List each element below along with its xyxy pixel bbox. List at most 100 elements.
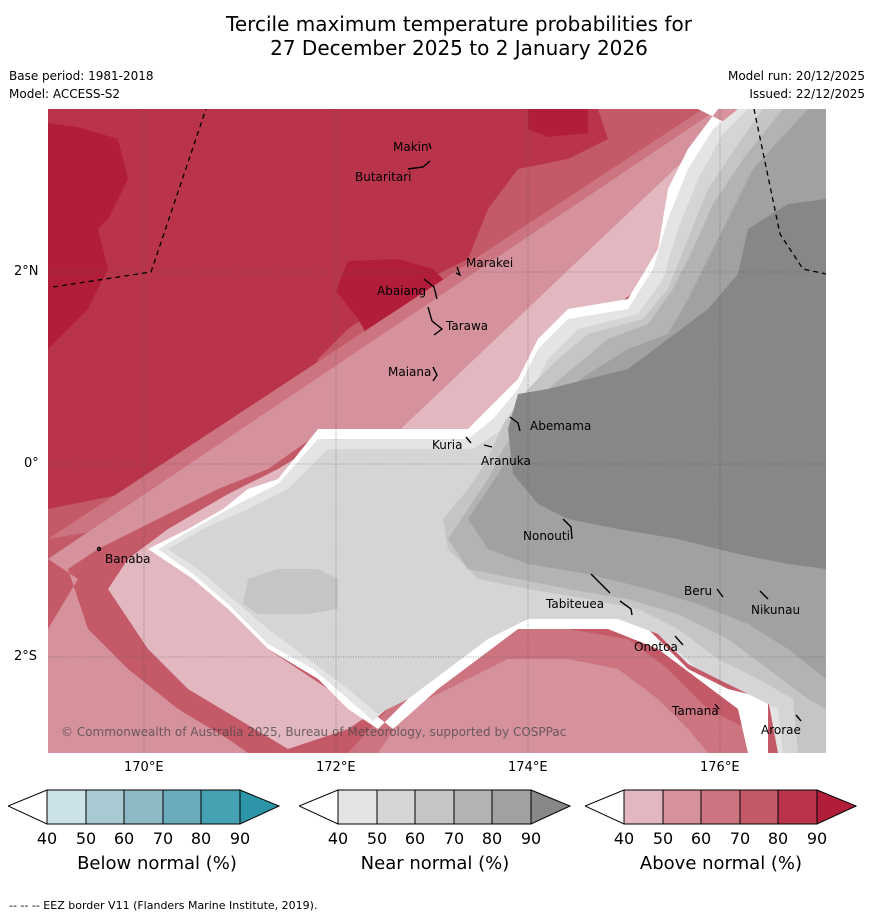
issued-date: Issued: 22/12/2025 [749,87,865,101]
graticule [48,109,826,753]
colorbar-near-tick: 40 [328,829,348,848]
island-banaba [96,546,102,552]
island-nonouti [562,518,573,540]
colorbar-above-title: Above normal (%) [639,853,803,874]
colorbar-below-tick: 50 [76,829,96,848]
island-tabiteuea-north [590,573,611,594]
island-kuria [465,436,472,444]
copyright-notice: © Commonwealth of Australia 2025, Bureau… [61,725,566,739]
island-tamana [714,703,720,710]
colorbar-below-seg-3 [123,789,164,825]
colorbar-near-seg-2 [376,789,416,825]
lat-label-2s: 2°S [14,649,38,664]
region-above-90-north [528,109,588,137]
colorbar-near-tick: 60 [405,829,425,848]
colorbar-above-seg-4 [739,789,779,825]
colorbar-below-seg-4 [162,789,202,825]
colorbar-below-seg-1 [46,789,87,825]
island-abaiang [423,278,438,300]
colorbar-above-tick: 60 [691,829,711,848]
island-tarawa [427,306,444,336]
colorbar-above-tick: 40 [614,829,634,848]
label-arorae: Arorae [761,723,801,737]
label-makin: Makin [393,140,429,154]
island-onotoa [674,635,684,646]
lat-label-0: 0° [24,456,39,471]
island-butaritari [407,160,431,170]
map-title: Tercile maximum temperature probabilitie… [0,12,873,60]
colorbar-above-seg-1 [623,789,664,825]
label-tarawa: Tarawa [445,319,488,333]
colorbar-near-seg-3 [414,789,455,825]
lon-label-174: 174°E [508,760,548,775]
label-marakei: Marakei [466,256,513,270]
model-name: Model: ACCESS-S2 [9,87,121,101]
island-beru [716,588,724,598]
eez-legend-note: -- -- -- EEZ border V11 (Flanders Marine… [9,899,318,912]
label-tamana: Tamana [671,704,719,718]
place-labels: Makin Butaritari Marakei Abaiang Tarawa … [105,140,801,737]
label-kuria: Kuria [432,438,463,452]
label-onotoa: Onotoa [634,640,678,654]
colorbar-below-tick: 70 [153,829,173,848]
colorbar-below-seg-0 [8,789,48,825]
label-abaiang: Abaiang [377,284,426,298]
colorbar-near-seg-0 [299,789,339,825]
colorbar-above-seg-5 [777,789,818,825]
colorbar-below-seg-2 [85,789,125,825]
colorbar-below-tick: 40 [37,829,57,848]
colorbar-near-tick: 80 [482,829,502,848]
label-maiana: Maiana [388,365,431,379]
island-abemama [509,416,521,432]
lon-label-172: 172°E [316,760,356,775]
island-arorae [795,714,802,722]
label-nikunau: Nikunau [751,603,800,617]
lat-label-2n: 2°N [14,264,39,279]
colorbar-above-tick: 70 [730,829,750,848]
label-abemama: Abemama [530,419,591,433]
label-butaritari: Butaritari [355,170,412,184]
title-line-1: Tercile maximum temperature probabilitie… [226,12,692,36]
colorbar-near-seg-1 [337,789,378,825]
colorbar-near-seg-6 [530,789,571,825]
region-above-80 [48,109,608,509]
colorbar-above-tick: 50 [653,829,673,848]
colorbar-near-title: Near normal (%) [360,853,510,874]
meta-left: Base period: 1981-2018 Model: ACCESS-S2 [9,67,154,103]
base-period: Base period: 1981-2018 [9,69,154,83]
label-tabiteuea: Tabiteuea [545,597,604,611]
colorbar-below-tick: 60 [114,829,134,848]
colorbar-near-tick: 50 [367,829,387,848]
colorbar-near: 40 50 60 70 80 90 [299,789,571,848]
colorbar-below-tick: 90 [230,829,250,848]
island-tabiteuea-south [619,600,633,616]
region-above-90-west [48,123,128,349]
colorbar-near-ticks: 40 50 60 70 80 90 [328,829,541,848]
island-aranuka [483,444,493,448]
region-neutral-white [148,109,768,753]
colorbar-near-seg-5 [491,789,532,825]
colorbar-above-tick: 80 [768,829,788,848]
colorbar-below: 40 50 60 70 80 90 [8,789,280,848]
colorbar-near-seg-4 [453,789,493,825]
colorbar-above-ticks: 40 50 60 70 80 90 [614,829,827,848]
eez-border-east [753,109,826,275]
colorbar-near-tick: 70 [444,829,464,848]
colorbar-above: 40 50 60 70 80 90 [585,789,857,848]
island-makin [428,142,432,150]
colorbar-below-tick: 80 [191,829,211,848]
lon-label-170: 170°E [124,760,164,775]
lon-label-176: 176°E [700,760,740,775]
model-run: Model run: 20/12/2025 [727,69,865,83]
colorbar-above-seg-3 [700,789,741,825]
island-nikunau [759,590,769,600]
islands [96,142,802,722]
colorbar-above-seg-2 [662,789,702,825]
colorbar-below-seg-6 [239,789,280,825]
eez-border-west [52,109,207,288]
island-marakei [455,266,462,277]
title-line-2: 27 December 2025 to 2 January 2026 [270,36,648,60]
label-beru: Beru [684,584,712,598]
colorbar-below-seg-5 [200,789,241,825]
probability-map: Makin Butaritari Marakei Abaiang Tarawa … [48,109,826,753]
